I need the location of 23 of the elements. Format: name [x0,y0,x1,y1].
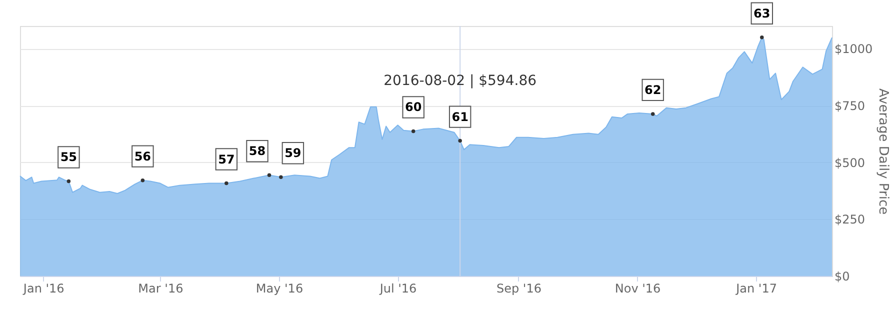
x-tick-label: Nov '16 [614,282,661,296]
y-tick-label: $1000 [834,42,873,56]
y-tick-label: $250 [834,212,866,227]
y-axis-title: Average Daily Price [876,88,891,215]
ref-line-label: 2016-08-02 | $594.86 [384,73,537,89]
annotation: 56 [134,149,152,164]
annotation: 60 [404,100,422,114]
y-tick-label: $500 [834,156,866,170]
annotation: 58 [248,144,266,158]
y-tick-label: $0 [834,270,850,284]
annotation: 62 [644,82,662,97]
x-tick-label: Sep '16 [496,282,542,296]
x-tick-label: Jan '17 [735,282,778,296]
annotation: 61 [452,110,468,124]
annotation: 59 [284,146,302,160]
annotation: 57 [218,152,235,166]
x-tick-label: Jul '16 [378,282,417,296]
annotation: 55 [60,150,78,164]
x-tick-label: May '16 [256,282,304,296]
x-tick-label: Mar '16 [138,282,184,296]
annotation: 63 [754,6,770,20]
y-tick-label: $750 [834,99,866,114]
x-tick-label: Jan '16 [22,282,64,296]
